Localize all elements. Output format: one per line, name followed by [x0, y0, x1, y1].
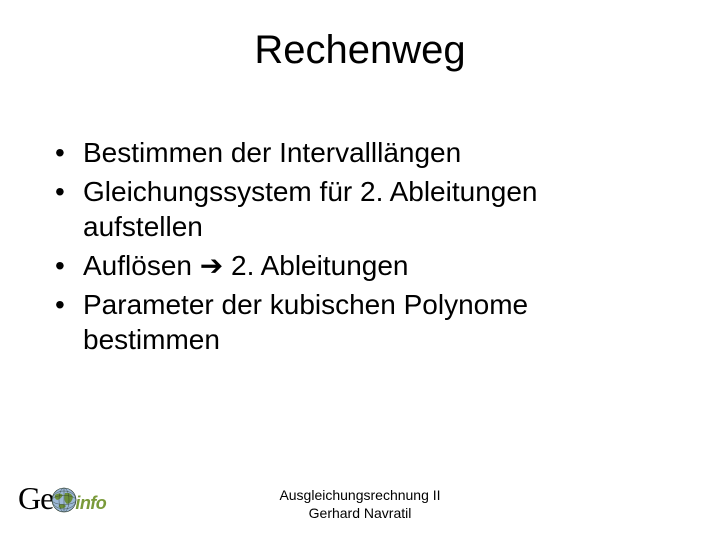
list-item: Gleichungssystem für 2. Ableitungen aufs… — [55, 174, 665, 244]
list-item: Auflösen ➔ 2. Ableitungen — [55, 248, 665, 283]
bullet-text-after: 2. Ableitungen — [223, 250, 408, 281]
logo-letter-g: G — [18, 480, 40, 516]
logo-info-text: info — [75, 493, 106, 513]
arrow-icon: ➔ — [200, 250, 223, 281]
bullet-text: Gleichungssystem für 2. Ableitungen aufs… — [83, 176, 537, 242]
bullet-text: Parameter der kubischen Polynome bestimm… — [83, 289, 528, 355]
list-item: Bestimmen der Intervalllängen — [55, 135, 665, 170]
list-item: Parameter der kubischen Polynome bestimm… — [55, 287, 665, 357]
slide-title: Rechenweg — [0, 28, 720, 73]
bullet-text-before: Auflösen — [83, 250, 200, 281]
bullet-list: Bestimmen der Intervalllängen Gleichungs… — [55, 135, 665, 361]
slide: Rechenweg Bestimmen der Intervalllängen … — [0, 0, 720, 540]
globe-icon — [51, 487, 77, 513]
bullet-text: Bestimmen der Intervalllängen — [83, 137, 461, 168]
logo: Ge info — [18, 480, 148, 522]
